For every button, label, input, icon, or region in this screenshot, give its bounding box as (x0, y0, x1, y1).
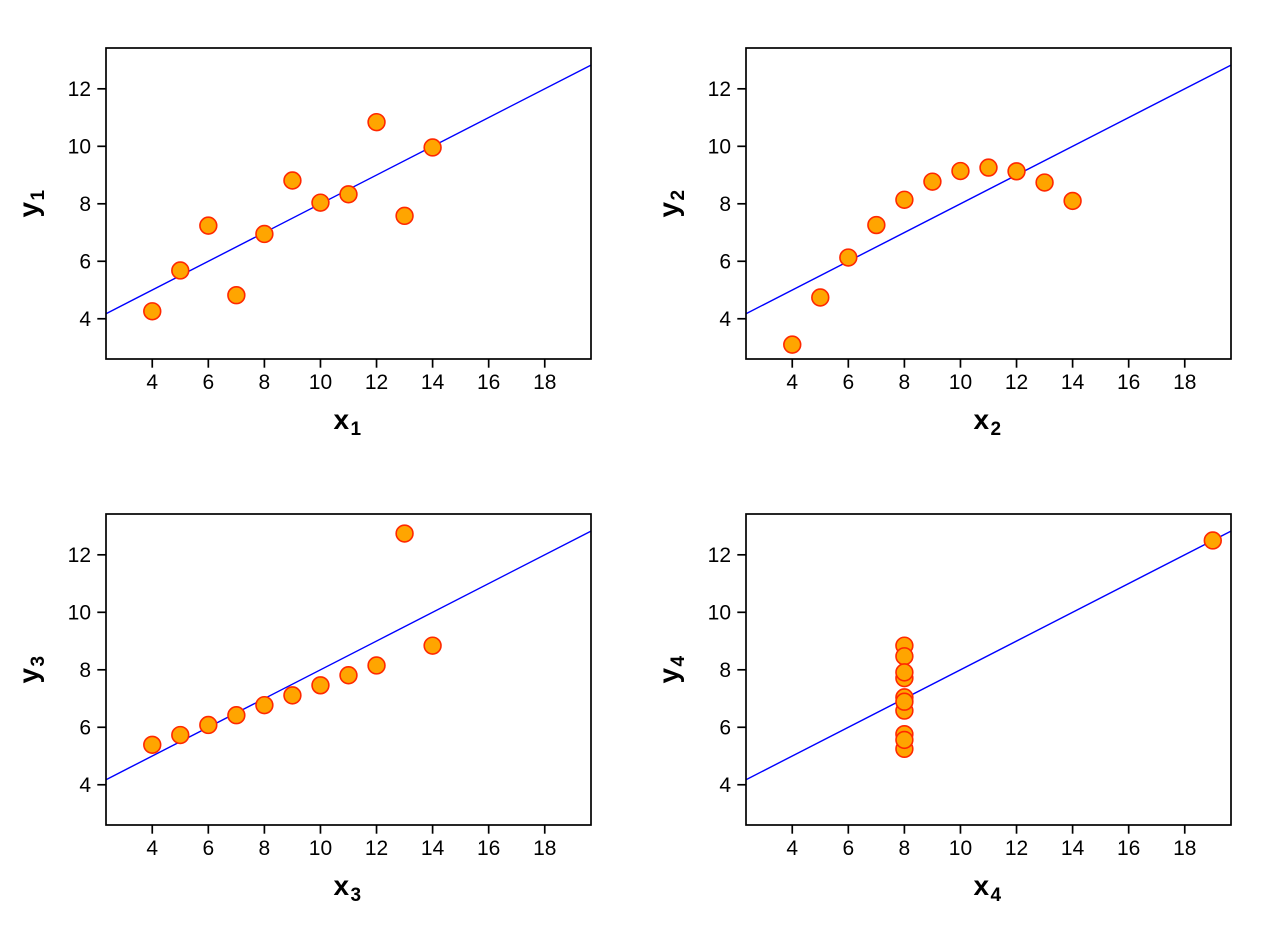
svg-text:14: 14 (421, 371, 445, 394)
svg-text:3: 3 (351, 885, 362, 906)
svg-text:6: 6 (842, 837, 854, 860)
svg-text:x: x (334, 870, 350, 901)
svg-text:4: 4 (146, 371, 158, 394)
svg-text:18: 18 (1173, 371, 1196, 394)
svg-text:6: 6 (842, 371, 854, 394)
svg-text:6: 6 (79, 250, 91, 273)
svg-text:2: 2 (668, 190, 689, 201)
svg-text:16: 16 (1117, 371, 1140, 394)
svg-text:x: x (974, 404, 990, 435)
svg-text:12: 12 (68, 78, 91, 101)
svg-text:18: 18 (1173, 837, 1196, 860)
svg-text:8: 8 (79, 193, 91, 216)
svg-text:8: 8 (899, 371, 911, 394)
svg-text:10: 10 (949, 371, 972, 394)
svg-text:10: 10 (309, 371, 332, 394)
svg-text:12: 12 (365, 371, 388, 394)
svg-text:4: 4 (146, 837, 158, 860)
svg-text:10: 10 (708, 135, 731, 158)
svg-text:10: 10 (949, 837, 972, 860)
svg-text:4: 4 (79, 308, 91, 331)
svg-text:12: 12 (1005, 371, 1028, 394)
svg-text:16: 16 (477, 371, 500, 394)
svg-text:18: 18 (533, 837, 556, 860)
svg-text:8: 8 (719, 193, 731, 216)
svg-text:6: 6 (79, 716, 91, 739)
svg-text:y: y (13, 667, 44, 683)
svg-text:10: 10 (68, 135, 91, 158)
svg-text:x: x (974, 870, 990, 901)
svg-text:1: 1 (351, 419, 362, 440)
svg-text:6: 6 (202, 371, 214, 394)
svg-text:14: 14 (1061, 837, 1085, 860)
svg-text:4: 4 (79, 773, 91, 796)
svg-text:y: y (13, 202, 44, 218)
svg-text:4: 4 (719, 308, 731, 331)
svg-text:2: 2 (991, 419, 1002, 440)
svg-text:x: x (334, 404, 350, 435)
svg-text:14: 14 (1061, 371, 1085, 394)
svg-text:4: 4 (668, 655, 689, 666)
svg-text:18: 18 (533, 371, 556, 394)
svg-text:3: 3 (28, 655, 49, 666)
svg-text:8: 8 (259, 837, 271, 860)
svg-text:16: 16 (477, 837, 500, 860)
svg-text:8: 8 (719, 658, 731, 681)
svg-text:12: 12 (708, 78, 731, 101)
svg-text:4: 4 (786, 837, 798, 860)
svg-text:8: 8 (79, 658, 91, 681)
svg-text:1: 1 (28, 190, 49, 201)
svg-text:10: 10 (309, 837, 332, 860)
svg-text:6: 6 (719, 250, 731, 273)
svg-text:4: 4 (786, 371, 798, 394)
svg-text:14: 14 (421, 837, 445, 860)
svg-text:6: 6 (719, 716, 731, 739)
svg-text:y: y (653, 667, 684, 683)
svg-text:8: 8 (899, 837, 911, 860)
svg-text:12: 12 (365, 837, 388, 860)
svg-text:12: 12 (68, 543, 91, 566)
svg-text:4: 4 (719, 773, 731, 796)
svg-text:4: 4 (991, 885, 1002, 906)
svg-text:10: 10 (708, 601, 731, 624)
svg-text:y: y (653, 202, 684, 218)
svg-text:12: 12 (708, 543, 731, 566)
svg-text:16: 16 (1117, 837, 1140, 860)
svg-text:10: 10 (68, 601, 91, 624)
svg-text:6: 6 (202, 837, 214, 860)
svg-text:12: 12 (1005, 837, 1028, 860)
svg-text:8: 8 (259, 371, 271, 394)
